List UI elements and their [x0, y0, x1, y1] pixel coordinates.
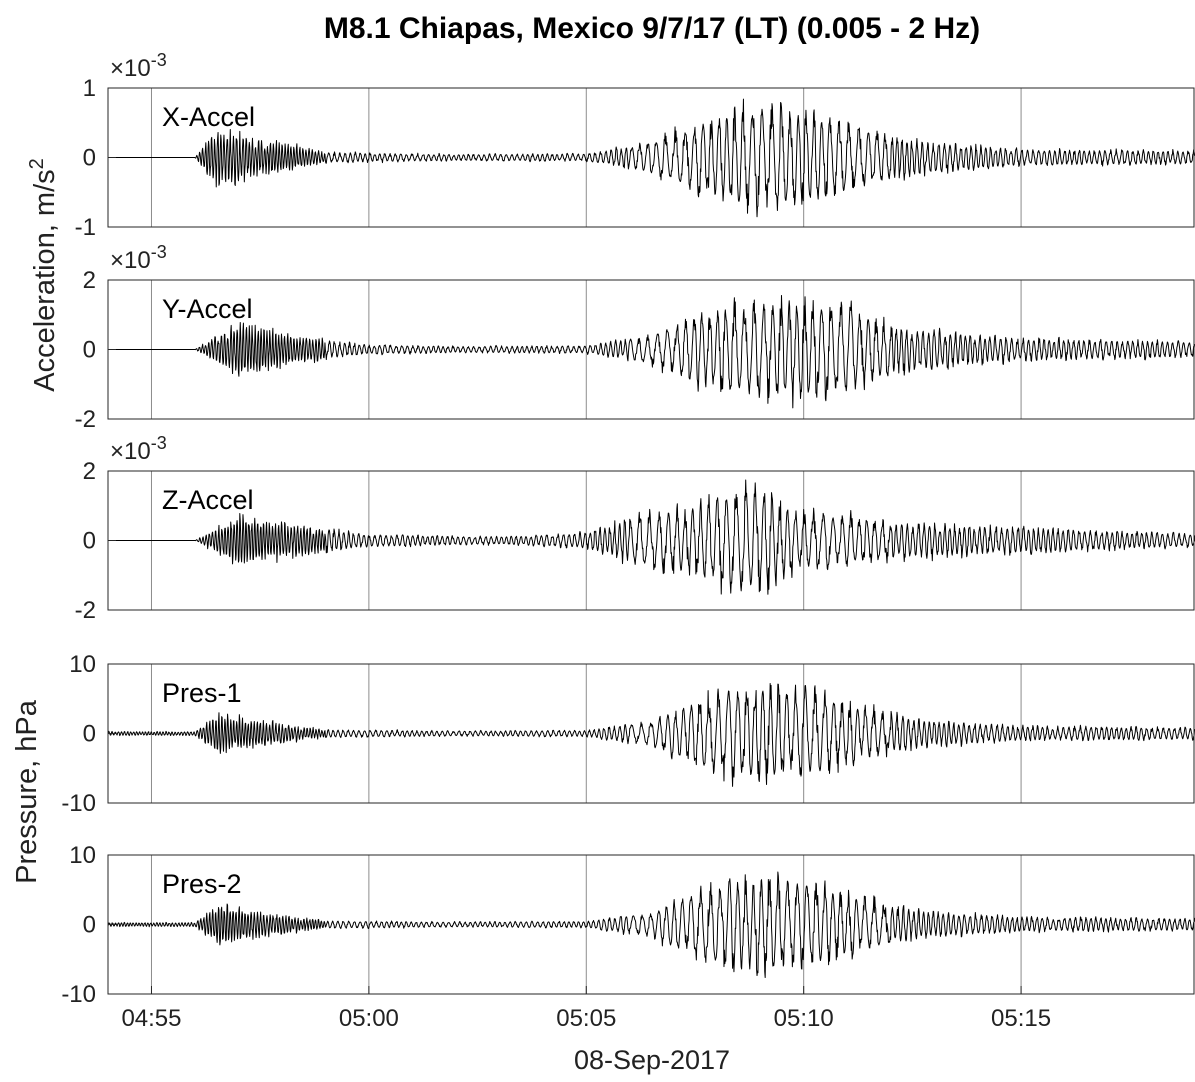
- y-axis-label-pressure: Pressure, hPa: [11, 699, 43, 884]
- x-tick-label: 05:15: [991, 1005, 1051, 1032]
- trace-pres-1: [108, 683, 1195, 787]
- panel-pres-2: 10 0 -10 Pres-2: [61, 842, 1195, 1008]
- panel-z-accel: 2 0 -2 ×10-3 Z-Accel: [75, 433, 1195, 624]
- y-tick-label: 0: [83, 145, 96, 172]
- y-multiplier: ×10-3: [110, 50, 167, 82]
- y-tick-label: -10: [61, 790, 96, 817]
- y-tick-label: -2: [75, 406, 96, 433]
- trace-x-accel: [108, 98, 1195, 218]
- x-tick-label: 05:05: [556, 1005, 616, 1032]
- y-tick-label: 10: [69, 651, 96, 678]
- y-tick-label: -10: [61, 981, 96, 1008]
- x-axis-label: 08-Sep-2017: [574, 1045, 730, 1075]
- y-tick-label: 0: [83, 337, 96, 364]
- trace-y-accel: [108, 294, 1195, 409]
- series-label-pres-1: Pres-1: [162, 678, 242, 708]
- series-label-pres-2: Pres-2: [162, 869, 242, 899]
- panels: 10-1×10-3X-Accel20-2×10-3Y-Accel20-2×10-…: [61, 50, 1195, 1008]
- y-multiplier: ×10-3: [110, 433, 167, 465]
- y-tick-label: 2: [83, 267, 96, 294]
- panel-x-accel: 1 0 -1 ×10-3 X-Accel: [75, 50, 1195, 241]
- y-tick-label: 2: [83, 458, 96, 485]
- x-tick-label: 05:00: [339, 1005, 399, 1032]
- panel-pres-1: 10 0 -10 Pres-1: [61, 651, 1195, 817]
- series-label-x-accel: X-Accel: [162, 102, 255, 132]
- x-tick-label: 04:55: [121, 1005, 181, 1032]
- series-label-z-accel: Z-Accel: [162, 485, 254, 515]
- x-axis-ticks: 04:55 05:00 05:05 05:10 05:15: [121, 986, 1051, 1032]
- y-tick-label: 10: [69, 842, 96, 869]
- chart-title: M8.1 Chiapas, Mexico 9/7/17 (LT) (0.005 …: [324, 12, 980, 45]
- series-label-y-accel: Y-Accel: [162, 294, 253, 324]
- trace-pres-2: [108, 871, 1195, 979]
- y-tick-label: -1: [75, 214, 96, 241]
- x-tick-label: 05:10: [774, 1005, 834, 1032]
- y-tick-label: 0: [83, 721, 96, 748]
- y-tick-label: 0: [83, 528, 96, 555]
- y-tick-label: -2: [75, 597, 96, 624]
- panel-y-accel: 2 0 -2 ×10-3 Y-Accel: [75, 242, 1195, 433]
- trace-z-accel: [108, 479, 1195, 595]
- y-tick-label: 1: [83, 75, 96, 102]
- y-axis-label-acceleration: Acceleration, m/s2: [26, 158, 61, 392]
- y-tick-label: 0: [83, 912, 96, 939]
- y-multiplier: ×10-3: [110, 242, 167, 274]
